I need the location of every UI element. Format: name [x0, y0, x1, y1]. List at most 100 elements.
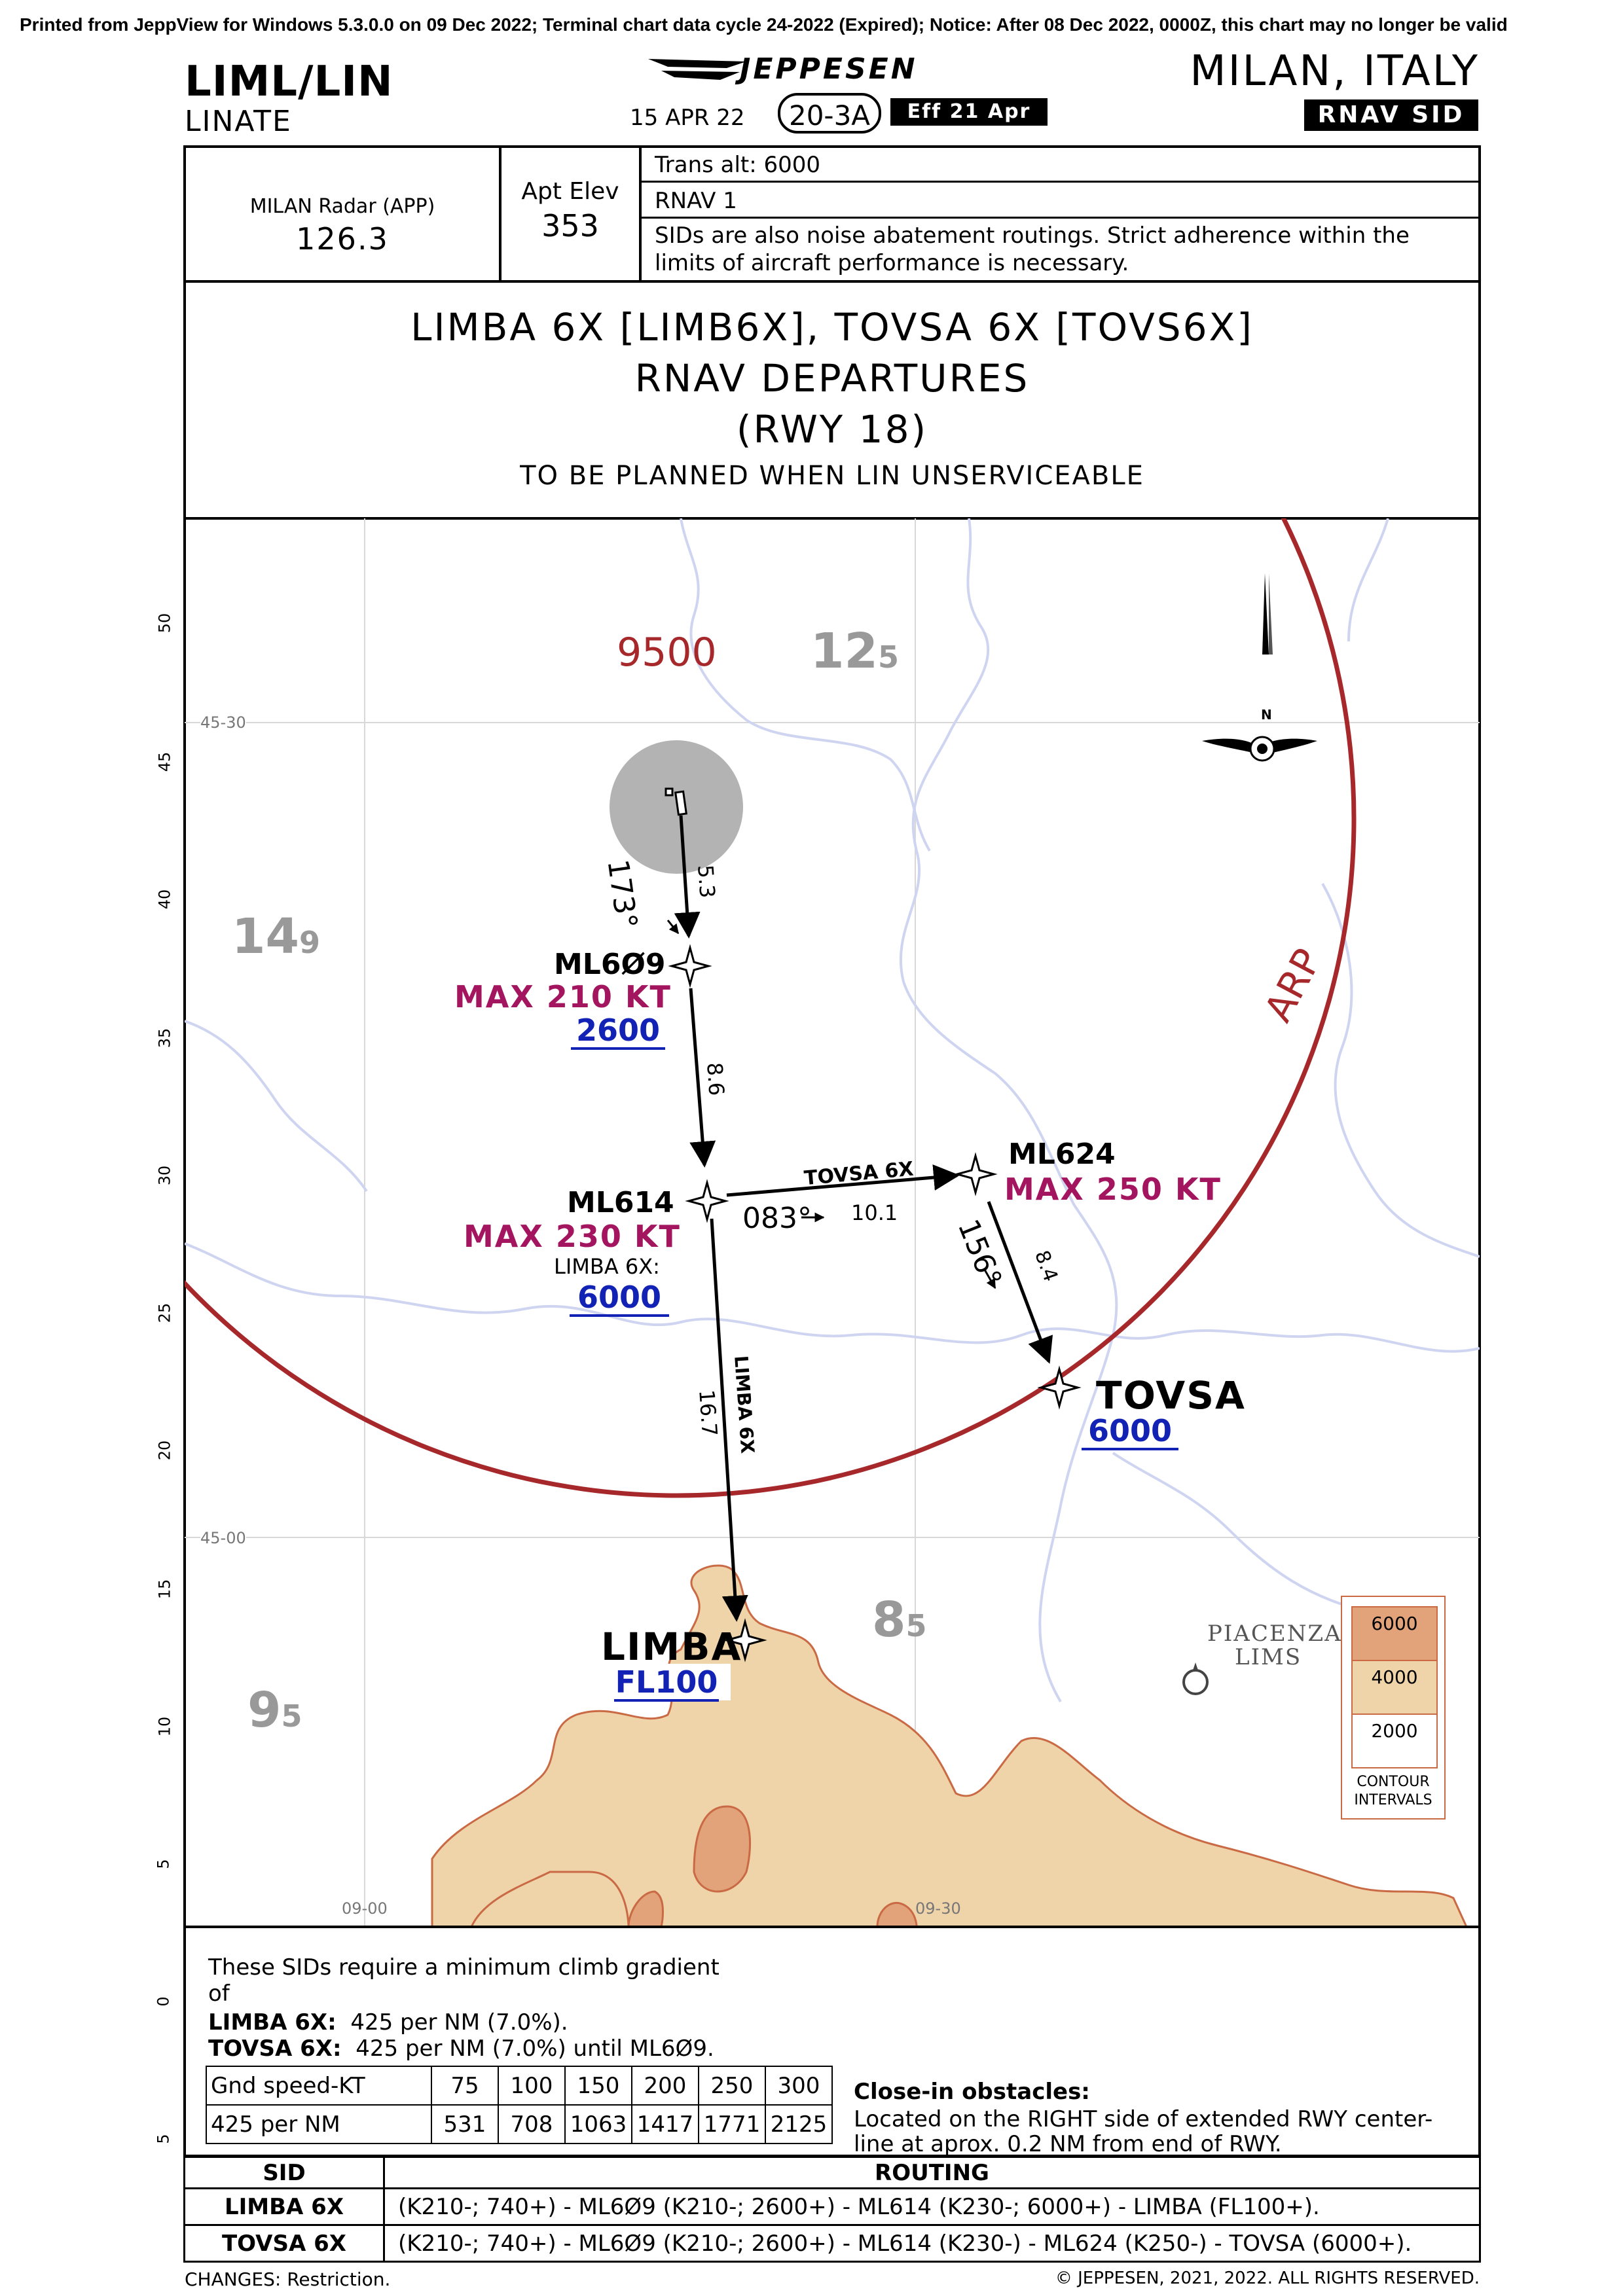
climb-line1: These SIDs require a minimum climb gradi…	[208, 1954, 720, 1981]
trans-alt-cell: Trans alt: 6000	[642, 148, 1478, 183]
piacenza-airport-icon	[1182, 1662, 1209, 1695]
ml614-name: ML614	[567, 1186, 674, 1219]
ml624-name: ML624	[1008, 1138, 1116, 1171]
climb-limba-label: LIMBA 6X:	[208, 2009, 337, 2036]
rwy-distance: 5.3	[693, 864, 720, 899]
lat-tick-25: 25	[155, 1302, 174, 1323]
grid-mora-2-tens: 9	[299, 925, 320, 960]
airport-symbol	[610, 740, 743, 874]
table-row: Gnd speed-KT 75 100 150 200 250 300	[206, 2066, 833, 2106]
noise-note-line1: SIDs are also noise abatement routings. …	[655, 223, 1410, 249]
departure-tracks	[674, 815, 1053, 1622]
grid-mora-3-tens: 5	[281, 1698, 302, 1734]
tovsa-name: TOVSA	[1096, 1373, 1246, 1418]
ml614-note: LIMBA 6X:	[554, 1254, 660, 1279]
grid-mora-2: 149	[232, 908, 320, 965]
elevation-label: Apt Elev	[521, 178, 619, 205]
ml624-speed: MAX 250 KT	[1004, 1172, 1222, 1207]
chart-map	[185, 518, 1480, 1927]
procedure-title-box: LIMBA 6X [LIMB6X], TOVSA 6X [TOVS6X] RNA…	[183, 280, 1481, 520]
grid-mora-1-hundreds: 12	[811, 623, 878, 679]
effective-date: Eff 21 Apr	[890, 98, 1048, 126]
airport-icao: LIML/LIN	[185, 58, 393, 106]
waypoint-symbols	[668, 944, 1082, 1662]
ml614-altitude: 6000	[570, 1280, 669, 1317]
table-row: 425 per NM 531 708 1063 1417 1771 2125	[206, 2104, 833, 2144]
ml609-speed: MAX 210 KT	[454, 979, 672, 1014]
lat-tick-45: 45	[155, 751, 174, 772]
obstacles-line2: line at aprox. 0.2 NM from end of RWY.	[854, 2131, 1282, 2157]
ml614-ml624-course: 083°	[742, 1202, 812, 1235]
lat-tick-30: 30	[155, 1165, 174, 1186]
jeppesen-logo	[648, 59, 746, 80]
lat-tick-15: 15	[155, 1579, 174, 1600]
procedure-title: LIMBA 6X [LIMB6X], TOVSA 6X [TOVS6X]	[410, 305, 1254, 350]
grid-mora-1-tens: 5	[877, 639, 899, 675]
contour-level-4000: 4000	[1371, 1666, 1418, 1688]
contour-label-1: CONTOUR	[1357, 1774, 1430, 1790]
lat-tick-40: 40	[155, 889, 174, 910]
lat-tick-35: 35	[155, 1028, 174, 1049]
table-cell: 300	[765, 2066, 833, 2106]
routing-route-limba: (K210-; 740+) - ML6Ø9 (K210-; 2600+) - M…	[383, 2187, 1481, 2226]
elevation-value: 353	[541, 208, 599, 243]
rnav-spec: RNAV 1	[655, 188, 737, 214]
routing-header-routing: ROUTING	[383, 2156, 1481, 2189]
contour-legend: 6000 4000 2000 CONTOUR INTERVALS	[1341, 1596, 1446, 1820]
radar-frequency: 126.3	[296, 221, 389, 257]
grid-mora-1: 125	[811, 623, 899, 679]
ml614-limba-distance: 16.7	[694, 1389, 722, 1437]
tovsa-symbol	[1037, 1365, 1082, 1410]
rivers	[185, 518, 1480, 1927]
changes-note: CHANGES: Restriction.	[185, 2269, 391, 2290]
table-row: SID ROUTING	[183, 2156, 1481, 2189]
table-cell: 100	[498, 2066, 566, 2106]
procedure-type: RNAV SID	[1304, 99, 1478, 131]
climb-limba: LIMBA 6X: 425 per NM (7.0%).	[208, 2009, 568, 2036]
ml614-symbol	[685, 1179, 729, 1223]
ml614-speed: MAX 230 KT	[464, 1219, 681, 1254]
trans-alt: Trans alt: 6000	[655, 152, 821, 178]
table-cell: 200	[631, 2066, 699, 2106]
limba-alt-background	[614, 1664, 731, 1700]
grid-mora-3: 95	[247, 1682, 302, 1738]
radar-cell: MILAN Radar (APP) 126.3	[186, 148, 501, 280]
city-name: MILAN, ITALY	[1190, 47, 1480, 96]
radar-label: MILAN Radar (APP)	[249, 195, 435, 218]
grid-mora-4-hundreds: 8	[872, 1592, 906, 1648]
table-cell: 708	[498, 2104, 566, 2144]
climb-tovsa: TOVSA 6X: 425 per NM (7.0%) until ML6Ø9.	[208, 2036, 714, 2062]
terrain-contours	[431, 1564, 1468, 1927]
arp-circle	[185, 518, 1357, 1498]
ml609-ml614-distance: 8.6	[702, 1062, 729, 1097]
table-cell: 1063	[564, 2104, 632, 2144]
north-label: N	[1261, 707, 1272, 723]
table-cell: 1417	[631, 2104, 699, 2144]
ml609-symbol	[668, 944, 712, 988]
msa-altitude: 9500	[617, 630, 717, 675]
contour-level-2000: 2000	[1371, 1720, 1418, 1742]
climb-limba-value: 425 per NM (7.0%).	[350, 2009, 568, 2036]
ml609-name: ML6Ø9	[554, 948, 666, 981]
procedure-subtitle: RNAV DEPARTURES	[634, 356, 1030, 401]
grid-mora-4: 85	[872, 1592, 927, 1648]
planning-note: TO BE PLANNED WHEN LIN UNSERVICEABLE	[520, 461, 1144, 491]
climb-gradient-table: Gnd speed-KT 75 100 150 200 250 300 425 …	[206, 2066, 833, 2144]
climb-tovsa-value: 425 per NM (7.0%) until ML6Ø9.	[356, 2036, 714, 2062]
north-arrow-icon	[1202, 573, 1317, 762]
lat-tick-20: 20	[155, 1440, 174, 1461]
runway-designator: (RWY 18)	[736, 407, 928, 452]
ml614-ml624-distance: 10.1	[851, 1200, 898, 1225]
piacenza-name: PIACENZA	[1207, 1621, 1342, 1647]
lat-tick-50: 50	[155, 613, 174, 634]
table-cell: 531	[431, 2104, 499, 2144]
lat-tick-10: 10	[155, 1716, 174, 1737]
lon-label-09-30: 09-30	[915, 1899, 961, 1918]
table-cell: 2125	[765, 2104, 833, 2144]
table-cell: 250	[698, 2066, 766, 2106]
ml624-symbol	[953, 1152, 998, 1196]
routing-sid-tovsa: TOVSA 6X	[183, 2224, 385, 2263]
table-cell: 1771	[698, 2104, 766, 2144]
chart-number: 20-3A	[778, 93, 881, 134]
elevation-cell: Apt Elev 353	[501, 148, 642, 280]
